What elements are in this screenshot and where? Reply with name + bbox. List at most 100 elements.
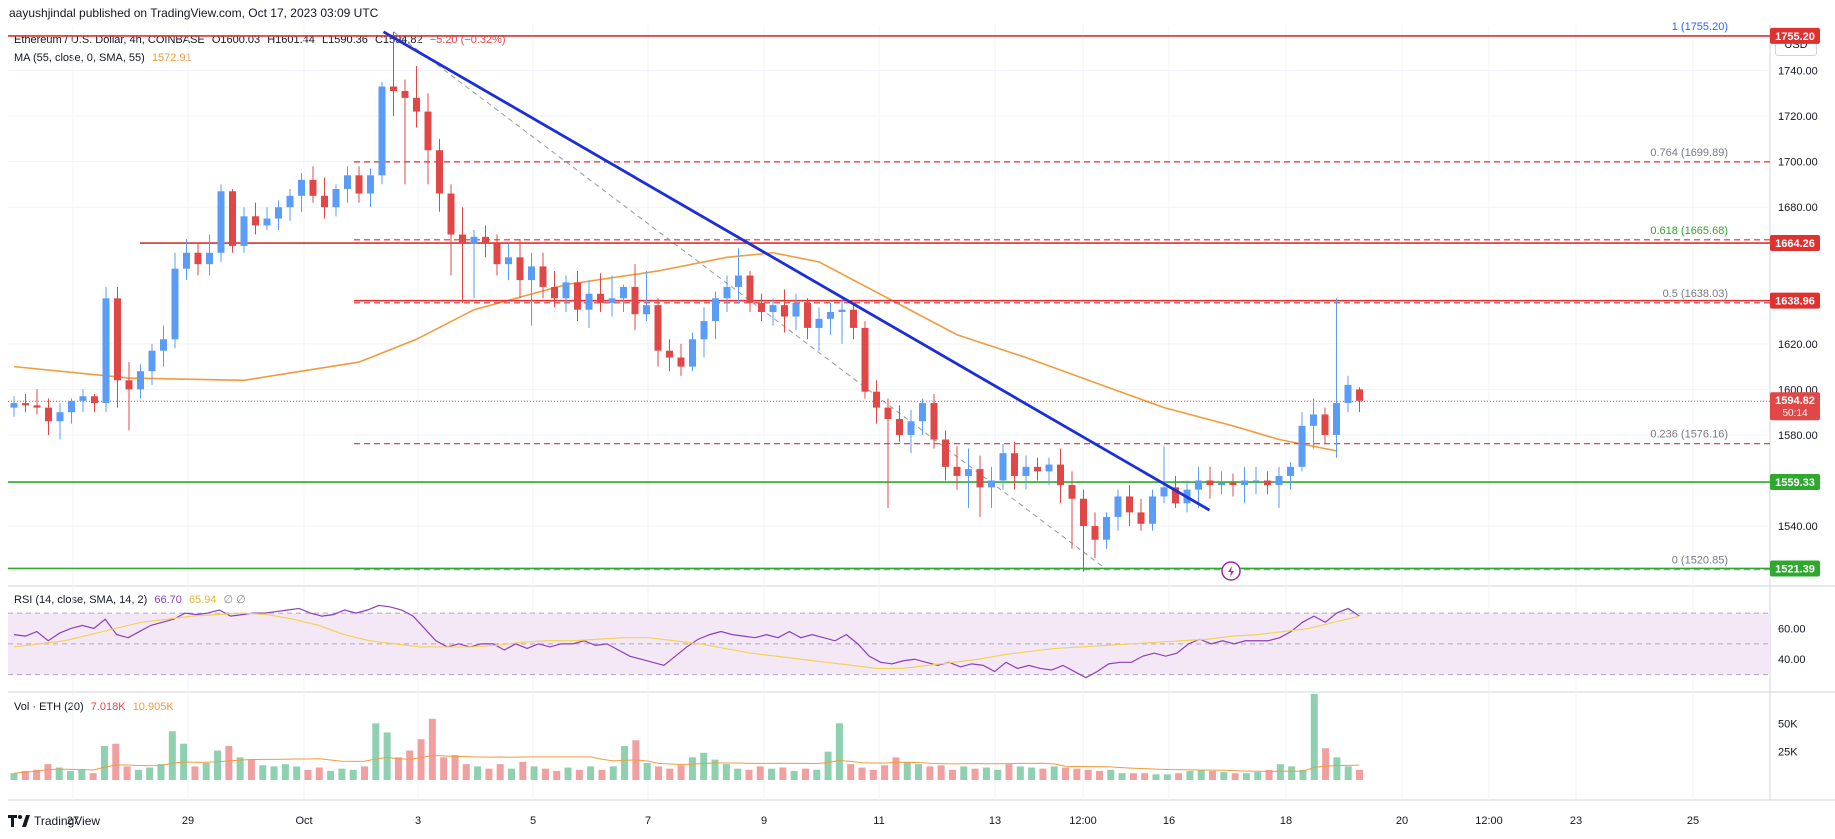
candle-body: [1310, 414, 1317, 426]
volume-bar: [1118, 773, 1126, 780]
price-tick-label: 1720.00: [1778, 111, 1818, 123]
candle-body: [1149, 496, 1156, 524]
candle-body: [160, 339, 167, 351]
candle-body: [137, 371, 144, 390]
time-tick-label: 20: [1396, 815, 1408, 827]
volume-bar: [971, 768, 979, 780]
volume-bar: [1265, 769, 1273, 780]
ma-label: MA (55, close, 0, SMA, 55): [14, 52, 145, 64]
candle-body: [930, 403, 938, 440]
candle-body: [217, 191, 225, 253]
candle-body: [1057, 464, 1064, 486]
candle-body: [1034, 466, 1041, 472]
candle-body: [827, 311, 834, 319]
candle-body: [516, 257, 524, 281]
ohlc-low: L1590.36: [321, 34, 368, 46]
volume-bar: [745, 769, 753, 780]
price-tick-label: 1700.00: [1778, 157, 1818, 169]
volume-legend[interactable]: Vol · ETH (20) 7.018K 10.905K: [14, 701, 174, 713]
rsi-legend[interactable]: RSI (14, close, SMA, 14, 2) 66.70 65.94 …: [14, 593, 246, 606]
time-tick-label: 16: [1163, 815, 1175, 827]
volume-bar: [1163, 774, 1171, 780]
candle-body: [45, 407, 52, 422]
candle-body: [1103, 516, 1110, 540]
candle-body: [459, 234, 466, 244]
candle-body: [919, 403, 926, 422]
candle-body: [229, 191, 236, 246]
rsi-value: 66.70: [154, 594, 182, 606]
volume-bar: [21, 770, 29, 780]
price-tick-label: 1580.00: [1778, 430, 1818, 442]
rsi-tick-label: 60.00: [1778, 623, 1806, 635]
volume-bar: [790, 770, 798, 780]
candle-body: [597, 293, 604, 303]
ma-legend[interactable]: MA (55, close, 0, SMA, 55) 1572.91: [14, 52, 192, 64]
volume-bar: [1005, 764, 1013, 780]
candle-body: [781, 305, 788, 317]
candle-body: [608, 298, 616, 303]
volume-bar: [1344, 766, 1352, 780]
candle-body: [873, 391, 880, 408]
candle-body: [344, 175, 351, 189]
candle-body: [1298, 425, 1306, 467]
footer-brand[interactable]: TradingView: [8, 814, 100, 828]
candle-body: [815, 318, 823, 328]
candle-body: [413, 97, 420, 112]
time-tick-label: 29: [182, 815, 194, 827]
volume-tick-label: 25K: [1778, 747, 1798, 759]
volume-bar: [677, 765, 685, 780]
time-tick-label: 7: [645, 815, 651, 827]
volume-bar: [214, 750, 222, 780]
candle-body: [884, 407, 892, 420]
fib-level-label: 0 (1520.85): [1672, 555, 1728, 567]
candle-body: [585, 293, 593, 310]
volume-bar: [722, 764, 730, 780]
candle-body: [183, 252, 190, 269]
candle-body: [838, 309, 846, 312]
candle-body: [758, 302, 765, 312]
candle-body: [1229, 482, 1237, 486]
volume-bar: [202, 763, 210, 780]
fib-diagonal-line: [393, 31, 1107, 570]
candle-body: [1275, 475, 1283, 486]
volume-bar: [1050, 766, 1058, 780]
candle-body: [1126, 496, 1133, 513]
candle-body: [91, 396, 98, 404]
candle-body: [965, 469, 972, 476]
candle-body: [562, 282, 570, 299]
candle-body: [68, 400, 75, 413]
candle-body: [792, 302, 800, 317]
volume-bar: [440, 757, 448, 780]
volume-bar: [519, 761, 527, 780]
price-change: −5.20 (−0.32%): [429, 34, 506, 46]
volume-bar: [1152, 774, 1160, 780]
price-tick-label: 1740.00: [1778, 66, 1818, 78]
volume-bar: [394, 757, 402, 780]
volume-bar: [869, 769, 877, 780]
candle-body: [907, 421, 915, 435]
volume-bar: [191, 766, 199, 780]
volume-bar: [361, 766, 369, 780]
level-price-tag: [1770, 235, 1820, 252]
price-tick-label: 1620.00: [1778, 339, 1818, 351]
volume-bar: [553, 770, 561, 780]
candle-body: [1206, 480, 1214, 486]
volume-bar: [801, 768, 809, 780]
volume-bar: [813, 769, 821, 780]
ohlc-open: O1600.03: [211, 34, 261, 46]
rsi-line: [13, 604, 1360, 679]
candle-body: [712, 298, 719, 322]
volume-bar: [1209, 770, 1217, 780]
candle-body: [1091, 526, 1099, 540]
time-tick-label: 27: [67, 815, 79, 827]
volume-bar: [315, 767, 323, 780]
volume-bar: [327, 770, 335, 780]
volume-bar: [1333, 757, 1341, 780]
volume-bar: [903, 761, 911, 780]
volume-bar: [383, 732, 391, 780]
volume-bar: [881, 765, 889, 780]
volume-bar: [134, 769, 142, 780]
volume-bar: [462, 764, 470, 780]
candle-body: [286, 195, 294, 208]
